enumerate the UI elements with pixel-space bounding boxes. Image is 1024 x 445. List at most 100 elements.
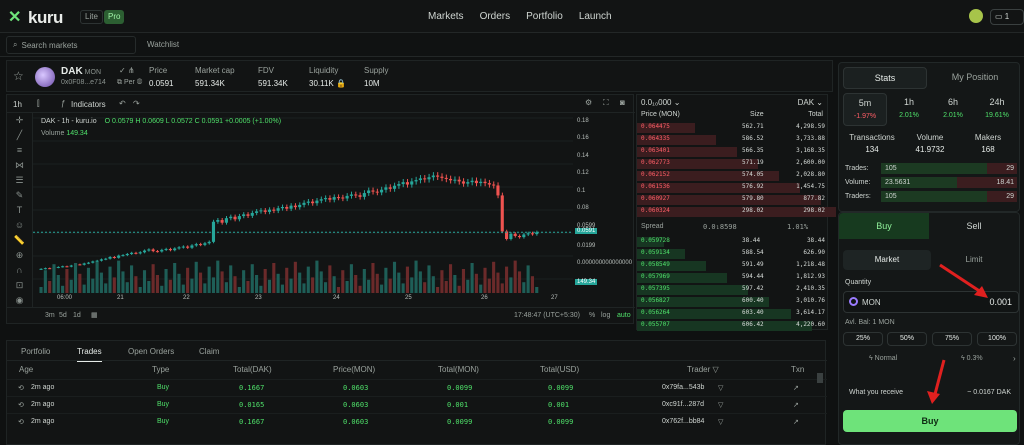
bid-row[interactable]: 0.056264 603.40 3,614.17 <box>637 309 829 319</box>
filter-trader-icon[interactable]: ▽ <box>718 385 724 392</box>
ask-row[interactable]: 0.060324 298.02 298.02 <box>637 207 843 217</box>
tick-size-select[interactable]: 0.0₁₀000 ⌄ <box>641 98 680 107</box>
tab-stats[interactable]: Stats <box>843 67 927 89</box>
ruler-icon[interactable]: 📏 <box>13 235 26 245</box>
tab-trades[interactable]: Trades <box>77 347 102 362</box>
fib-icon[interactable]: ☰ <box>15 175 24 185</box>
trendline-icon[interactable]: ╱ <box>16 130 23 140</box>
bid-row[interactable]: 0.058549 591.49 1,218.48 <box>637 261 829 271</box>
ask-row[interactable]: 0.062152 574.05 2,028.80 <box>637 171 829 181</box>
eye-icon[interactable]: ◉ <box>15 295 24 305</box>
bid-row[interactable]: 0.059728 38.44 38.44 <box>637 237 829 247</box>
indicators-icon[interactable]: ƒ <box>61 99 66 108</box>
filter-trader-icon[interactable]: ▽ <box>718 402 724 409</box>
settings-icon[interactable]: ⚙ <box>585 98 593 107</box>
tf-6h[interactable]: 6h 2.01% <box>931 93 975 126</box>
auto-toggle[interactable]: auto <box>617 312 631 319</box>
token-address[interactable]: 0x0F08...e714 <box>61 79 106 86</box>
table-row[interactable]: ⟲ 2m ago Buy 0.1667 0.0603 0.0099 0.0099 0x79fa… <box>7 379 827 395</box>
ask-row[interactable]: 0.063401 566.35 3,168.35 <box>637 147 829 157</box>
zoom-in-icon[interactable]: ⊕ <box>15 250 24 260</box>
globe-icon[interactable]: ◍ <box>136 79 143 86</box>
slippage-select[interactable]: ϟ 0.3% <box>961 355 983 362</box>
pct-75-button[interactable]: 75% <box>932 332 972 346</box>
indicators-button[interactable]: Indicators <box>71 100 106 109</box>
sell-tab[interactable]: Sell <box>966 221 982 231</box>
brush-icon[interactable]: ✎ <box>15 190 24 200</box>
lock-drawing-icon[interactable]: ⊡ <box>15 280 24 290</box>
filter-trader-icon[interactable]: ▽ <box>718 419 724 426</box>
user-avatar-icon[interactable] <box>969 9 983 23</box>
nav-portfolio[interactable]: Portfolio <box>526 11 563 22</box>
emoji-icon[interactable]: ☺ <box>14 220 25 230</box>
crosshair-icon[interactable]: ✛ <box>15 115 24 125</box>
lite-mode-toggle[interactable]: Lite <box>80 10 103 24</box>
bid-row[interactable]: 0.057969 594.44 1,812.93 <box>637 273 829 283</box>
nav-launch[interactable]: Launch <box>578 11 612 22</box>
buy-tab[interactable]: Buy <box>839 213 929 239</box>
buy-button[interactable]: Buy <box>843 410 1017 432</box>
ask-row[interactable]: 0.064335 586.52 3,733.88 <box>637 135 829 145</box>
bid-row[interactable]: 0.055707 606.42 4,220.60 <box>637 321 829 331</box>
percent-toggle[interactable]: % <box>589 312 596 319</box>
scroll-arrow[interactable] <box>817 373 823 383</box>
wallet-button[interactable]: ▭ 1 <box>990 9 1024 25</box>
external-link-icon[interactable]: ↗ <box>793 402 799 409</box>
nav-markets[interactable]: Markets <box>428 11 464 22</box>
bid-row[interactable]: 0.056827 600.40 3,010.76 <box>637 297 829 307</box>
ask-row[interactable]: 0.064475 562.71 4,298.59 <box>637 123 829 133</box>
quantity-input[interactable]: MON 0.001 <box>843 291 1019 313</box>
quote-select[interactable]: DAK ⌄ <box>798 98 823 107</box>
undo-icon[interactable]: ↶ <box>119 99 126 108</box>
share-icon[interactable]: ⋔ <box>127 66 135 75</box>
pattern-icon[interactable]: ⋈ <box>15 160 24 170</box>
ask-row[interactable]: 0.060927 579.80 877.82 <box>637 195 829 205</box>
cell[interactable]: 0xc91f...287d <box>662 401 705 408</box>
calendar-icon[interactable]: ▦ <box>91 312 98 319</box>
chevron-right-icon[interactable]: › <box>1013 354 1016 363</box>
pct-50-button[interactable]: 50% <box>887 332 927 346</box>
tab-portfolio[interactable]: Portfolio <box>21 347 51 356</box>
interval-select[interactable]: 1h <box>13 100 22 109</box>
candlestick-plot[interactable] <box>33 113 573 293</box>
filter-icon[interactable]: ▽ <box>712 365 719 374</box>
log-toggle[interactable]: log <box>601 312 611 319</box>
ask-row[interactable]: 0.062773 571.19 2,600.00 <box>637 159 829 169</box>
fullscreen-icon[interactable]: ⛶ <box>603 98 609 107</box>
external-link-icon[interactable]: ↗ <box>793 385 799 392</box>
ask-row[interactable]: 0.061536 576.92 1,454.75 <box>637 183 829 193</box>
table-row[interactable]: ⟲ 2m ago Buy 0.1667 0.0603 0.0099 0.0099 0x762f… <box>7 413 827 429</box>
cell[interactable]: 0x79fa...543b <box>662 384 705 391</box>
favorite-star-icon[interactable]: ☆ <box>13 69 24 83</box>
search-markets-input[interactable]: ⌕ Search markets <box>6 36 136 54</box>
camera-icon[interactable]: ◙ <box>620 98 625 107</box>
text-tool-icon[interactable]: T <box>16 205 23 215</box>
range-1d[interactable]: 1d <box>73 312 81 319</box>
watchlist-tab[interactable]: Watchlist <box>147 40 180 49</box>
tf-5m[interactable]: 5m -1.97% <box>843 93 887 126</box>
range-5d[interactable]: 5d <box>59 312 67 319</box>
pct-100-button[interactable]: 100% <box>977 332 1017 346</box>
pro-mode-toggle[interactable]: Pro <box>104 10 125 24</box>
pct-25-button[interactable]: 25% <box>843 332 883 346</box>
table-row[interactable]: ⟲ 2m ago Buy 0.0165 0.0603 0.001 0.001 0xc91f..… <box>7 396 827 412</box>
external-link-icon[interactable]: ↗ <box>793 419 799 426</box>
speed-select[interactable]: ϟ Normal <box>869 355 897 362</box>
tab-claim[interactable]: Claim <box>199 347 220 356</box>
brand-logo[interactable]: ✕ kuru <box>8 8 63 28</box>
horizontal-line-icon[interactable]: ≡ <box>16 145 23 155</box>
nav-orders[interactable]: Orders <box>479 11 511 22</box>
tf-24h[interactable]: 24h 19.61% <box>975 93 1019 126</box>
redo-icon[interactable]: ↷ <box>133 99 140 108</box>
tab-my-position[interactable]: My Position <box>951 72 999 82</box>
bid-row[interactable]: 0.059134 588.54 626.90 <box>637 249 829 259</box>
candle-type-icon[interactable]: ⫿ <box>37 99 40 108</box>
range-3m[interactable]: 3m <box>45 312 55 319</box>
tf-1h[interactable]: 1h 2.01% <box>887 93 931 126</box>
cell[interactable]: 0x762f...bb84 <box>662 418 705 425</box>
tab-open-orders[interactable]: Open Orders <box>128 347 175 356</box>
bid-row[interactable]: 0.057395 597.42 2,410.35 <box>637 285 829 295</box>
market-order-tab[interactable]: Market <box>843 250 931 270</box>
copy-icon[interactable]: ⧉ <box>117 79 122 86</box>
magnet-icon[interactable]: ∩ <box>16 265 23 275</box>
